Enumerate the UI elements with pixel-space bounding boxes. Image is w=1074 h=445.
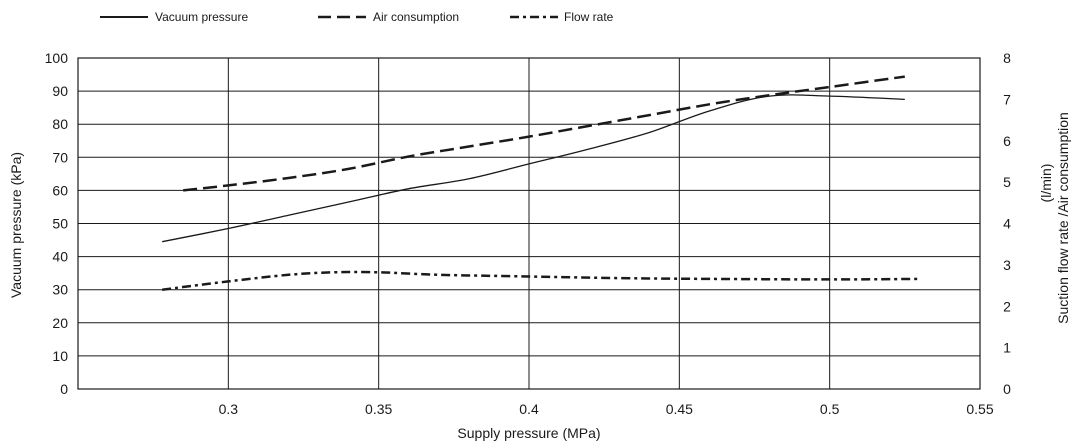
x-tick-label: 0.4: [519, 401, 539, 417]
right-y-axis-label-line2: (l/min): [1038, 164, 1054, 203]
left-y-tick-label: 40: [52, 249, 68, 265]
x-ticks: 0.3 0.35 0.4 0.45 0.5 0.55: [219, 401, 994, 417]
right-y-tick-label: 0: [1003, 381, 1011, 397]
x-tick-label: 0.55: [966, 401, 993, 417]
right-y-axis-label-line1: Suction flow rate /Air consumption: [1055, 112, 1071, 324]
right-y-ticks: 0 1 2 3 4 5 6 7 8: [1003, 50, 1011, 397]
right-y-tick-label: 2: [1003, 298, 1011, 314]
left-y-tick-label: 20: [52, 315, 68, 331]
right-y-tick-label: 3: [1003, 257, 1011, 273]
left-y-tick-label: 50: [52, 216, 68, 232]
left-y-tick-label: 80: [52, 116, 68, 132]
left-y-axis-label: Vacuum pressure (kPa): [8, 152, 24, 298]
series-line-vacuum-pressure: [162, 94, 905, 243]
x-tick-label: 0.3: [219, 401, 239, 417]
series-group: [162, 75, 920, 291]
x-tick-label: 0.35: [365, 401, 392, 417]
series-line-air-consumption: [183, 75, 905, 192]
left-y-ticks: 0 10 20 30 40 50 60 70 80 90 100: [45, 50, 69, 397]
left-y-tick-label: 100: [45, 50, 69, 66]
series-line-flow-rate: [162, 270, 920, 291]
x-tick-label: 0.5: [820, 401, 840, 417]
grid: [78, 57, 981, 390]
x-tick-label: 0.45: [666, 401, 693, 417]
right-y-tick-label: 7: [1003, 91, 1011, 107]
right-y-tick-label: 5: [1003, 174, 1011, 190]
right-y-tick-label: 8: [1003, 50, 1011, 66]
legend: Vacuum pressure Air consumption Flow rat…: [100, 10, 614, 24]
legend-label-air-consumption: Air consumption: [373, 10, 459, 24]
right-y-tick-label: 6: [1003, 133, 1011, 149]
left-y-tick-label: 30: [52, 282, 68, 298]
left-y-tick-label: 0: [60, 381, 68, 397]
left-y-tick-label: 90: [52, 83, 68, 99]
left-y-tick-label: 60: [52, 182, 68, 198]
legend-label-flow-rate: Flow rate: [564, 10, 614, 24]
plot-frame: [77, 57, 981, 390]
right-y-tick-label: 1: [1003, 340, 1011, 356]
right-y-tick-label: 4: [1003, 216, 1011, 232]
left-y-tick-label: 10: [52, 348, 68, 364]
legend-label-vacuum-pressure: Vacuum pressure: [155, 10, 248, 24]
x-axis-label: Supply pressure (MPa): [457, 425, 600, 441]
left-y-tick-label: 70: [52, 149, 68, 165]
